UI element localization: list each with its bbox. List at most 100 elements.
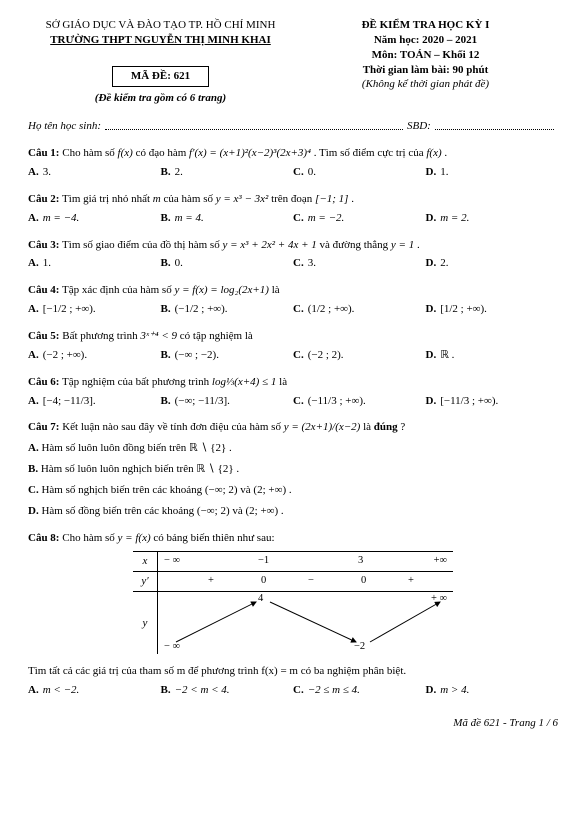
q5-expr: 3ˣ⁺⁴ < 9 <box>140 330 177 342</box>
q6-A: A.[−4; −11/3]. <box>28 394 161 409</box>
q8-D: D.m > 4. <box>426 683 559 698</box>
y-values: 4 + ∞ − ∞ −2 <box>158 592 453 654</box>
q2-range: [−1; 1] <box>315 193 348 205</box>
q8-expr: y = f(x) <box>118 532 151 544</box>
q6-label: Câu 6: <box>28 376 59 388</box>
q1-A: A.3. <box>28 165 161 180</box>
q8-C: C.−2 ≤ m ≤ 4. <box>293 683 426 698</box>
q6-D: D.[−11/3 ; +∞). <box>426 394 559 409</box>
q2-text-c: trên đoạn <box>271 193 315 205</box>
exam-subject: Môn: TOÁN – Khối 12 <box>293 48 558 63</box>
q5-A: A.(−2 ; +∞). <box>28 348 161 363</box>
q1-choices: A.3. B.2. C.0. D.1. <box>28 165 558 180</box>
q5-choices: A.(−2 ; +∞). B.(−∞ ; −2). C.(−2 ; 2). D.… <box>28 348 558 363</box>
q4-B: B.(−1/2 ; +∞). <box>161 302 294 317</box>
q5-label: Câu 5: <box>28 330 59 342</box>
exam-year: Năm học: 2020 – 2021 <box>293 33 558 48</box>
q8-A: A.m < −2. <box>28 683 161 698</box>
q3-C: C.3. <box>293 256 426 271</box>
q4-choices: A.[−1/2 ; +∞). B.(−1/2 ; +∞). C.(1/2 ; +… <box>28 302 558 317</box>
q1-dot: . <box>444 147 447 159</box>
question-4: Câu 4: Tập xác định của hàm số y = f(x) … <box>28 283 558 317</box>
q6-expr: log⅓(x+4) ≤ 1 <box>212 376 276 388</box>
q3-expr: y = x³ + 2x² + 4x + 1 <box>222 239 316 251</box>
q7-C: C. Hàm số nghịch biến trên các khoảng (−… <box>28 483 558 498</box>
q1-label: Câu 1: <box>28 147 59 159</box>
q7-text-a: Kết luận nào sau đây về tính đơn điệu củ… <box>62 421 283 433</box>
q1-expr: f′(x) = (x+1)²(x−2)³(2x+3)⁴ <box>189 147 311 159</box>
q5-C: C.(−2 ; 2). <box>293 348 426 363</box>
q3-text-b: và đường thẳng <box>320 239 391 251</box>
q3-B: B.0. <box>161 256 294 271</box>
q5-text-a: Bất phương trình <box>62 330 140 342</box>
yprime-values: + 0 − 0 + <box>158 572 453 591</box>
q7-label: Câu 7: <box>28 421 59 433</box>
name-label: Họ tên học sinh: <box>28 119 101 134</box>
sbd-label: SBD: <box>407 119 431 134</box>
q1-text-b: có đạo hàm <box>136 147 189 159</box>
q3-choices: A.1. B.0. C.3. D.2. <box>28 256 558 271</box>
q1-fx: f(x) <box>118 147 133 159</box>
name-row: Họ tên học sinh: SBD: <box>28 119 558 134</box>
q3-line: y = 1 <box>391 239 414 251</box>
q2-label: Câu 2: <box>28 193 59 205</box>
q8-B: B.−2 < m < 4. <box>161 683 294 698</box>
question-3: Câu 3: Tìm số giao điểm của đồ thị hàm s… <box>28 238 558 272</box>
q2-B: B.m = 4. <box>161 211 294 226</box>
q1-text: Cho hàm số <box>62 147 117 159</box>
question-8: Câu 8: Cho hàm số y = f(x) có bảng biến … <box>28 531 558 698</box>
q8-tail: Tìm tất cả các giá trị của tham số m để … <box>28 664 558 679</box>
q4-D: D.[1/2 ; +∞). <box>426 302 559 317</box>
q2-dot: . <box>351 193 354 205</box>
header: SỞ GIÁO DỤC VÀ ĐÀO TẠO TP. HỒ CHÍ MINH T… <box>28 18 558 105</box>
q8-text-b: có bảng biến thiên như sau: <box>153 532 274 544</box>
q3-label: Câu 3: <box>28 239 59 251</box>
exam-page: SỞ GIÁO DỤC VÀ ĐÀO TẠO TP. HỒ CHÍ MINH T… <box>0 0 586 743</box>
q2-A: A.m = −4. <box>28 211 161 226</box>
q4-label: Câu 4: <box>28 284 59 296</box>
q3-dot: . <box>417 239 420 251</box>
q1-D: D.1. <box>426 165 559 180</box>
q7-qm: ? <box>400 421 405 433</box>
dept-line: SỞ GIÁO DỤC VÀ ĐÀO TẠO TP. HỒ CHÍ MINH <box>28 18 293 33</box>
q8-text-a: Cho hàm số <box>62 532 117 544</box>
q5-text-b: có tập nghiệm là <box>180 330 253 342</box>
arrows-svg <box>158 592 454 650</box>
q7-D: D. Hàm số đồng biến trên các khoảng (−∞;… <box>28 504 558 519</box>
q2-expr: y = x³ − 3x² <box>216 193 269 205</box>
q2-m: m <box>153 193 161 205</box>
sbd-dots <box>435 119 554 130</box>
q6-C: C.(−11/3 ; +∞). <box>293 394 426 409</box>
q1-text-c: . Tìm số điểm cực trị của <box>314 147 427 159</box>
q5-D: D.ℝ . <box>426 348 559 363</box>
q6-choices: A.[−4; −11/3]. B.(−∞; −11/3]. C.(−11/3 ;… <box>28 394 558 409</box>
variation-table: x − ∞ −1 3 +∞ y′ + 0 − 0 + <box>133 551 453 654</box>
q3-text-a: Tìm số giao điểm của đồ thị hàm số <box>62 239 222 251</box>
question-2: Câu 2: Tìm giá trị nhỏ nhất m của hàm số… <box>28 192 558 226</box>
yprime-label: y′ <box>133 572 158 591</box>
question-1: Câu 1: Cho hàm số f(x) có đạo hàm f′(x) … <box>28 146 558 180</box>
exam-title: ĐỀ KIỂM TRA HỌC KỲ I <box>293 18 558 33</box>
q8-label: Câu 8: <box>28 532 59 544</box>
q4-text-b: là <box>272 284 280 296</box>
q6-text-a: Tập nghiệm của bất phương trình <box>62 376 212 388</box>
question-6: Câu 6: Tập nghiệm của bất phương trình l… <box>28 375 558 409</box>
question-7: Câu 7: Kết luận nào sau đây về tính đơn … <box>28 420 558 518</box>
q4-expr: y = f(x) = log₂(2x+1) <box>174 284 269 296</box>
q7-expr: y = (2x+1)/(x−2) <box>284 421 361 433</box>
q3-D: D.2. <box>426 256 559 271</box>
q7-correct: đúng <box>374 421 398 433</box>
q2-text-a: Tìm giá trị nhỏ nhất <box>62 193 153 205</box>
header-right: ĐỀ KIỂM TRA HỌC KỲ I Năm học: 2020 – 202… <box>293 18 558 105</box>
q6-B: B.(−∞; −11/3]. <box>161 394 294 409</box>
exam-time: Thời gian làm bài: 90 phút <box>293 63 558 78</box>
q7-text-b: là <box>363 421 374 433</box>
x-values: − ∞ −1 3 +∞ <box>158 552 453 571</box>
x-row: x − ∞ −1 3 +∞ <box>133 552 453 572</box>
exam-note: (Không kể thời gian phát đề) <box>293 77 558 92</box>
yprime-row: y′ + 0 − 0 + <box>133 572 453 592</box>
school-line: TRƯỜNG THPT NGUYỄN THỊ MINH KHAI <box>28 33 293 48</box>
q1-B: B.2. <box>161 165 294 180</box>
q1-fx2: f(x) <box>426 147 441 159</box>
q4-text-a: Tập xác định của hàm số <box>62 284 174 296</box>
